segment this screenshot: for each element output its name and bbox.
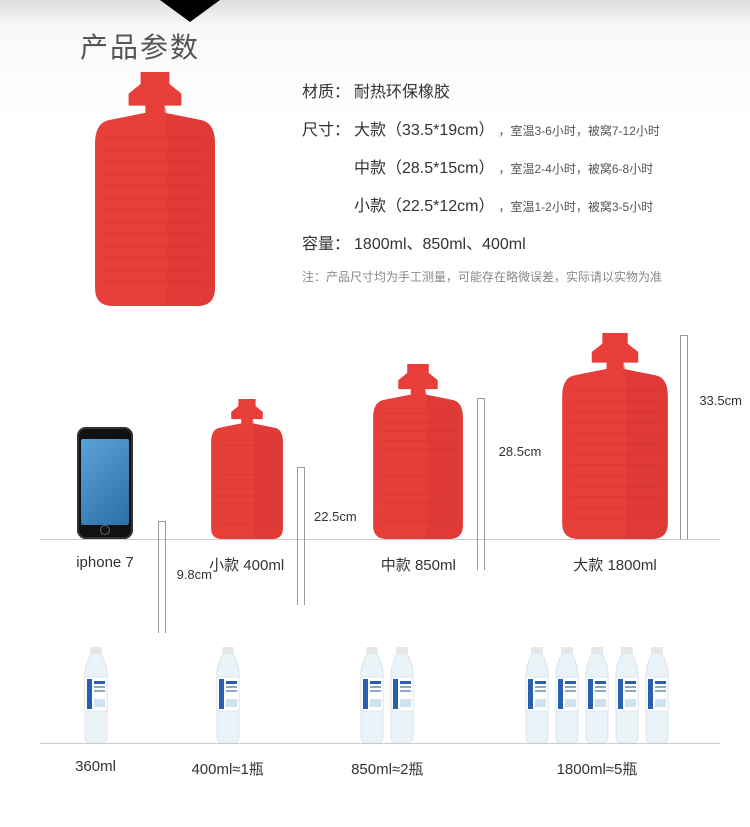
compare-medium: 28.5cm	[333, 364, 503, 539]
compare-label: 大款 1800ml	[520, 554, 710, 575]
bottle-label: 1800ml≈5瓶	[482, 758, 712, 779]
spec-label: 材质：	[302, 78, 350, 102]
title-triangle-icon	[160, 0, 220, 22]
spec-value: 中款（28.5*15cm）	[354, 154, 495, 178]
bottle-small-icon	[211, 399, 283, 539]
spec-material: 材质： 耐热环保橡胶	[302, 78, 732, 102]
hero-bottle-icon	[90, 72, 220, 306]
compare-small: 22.5cm	[177, 399, 317, 539]
bottle-label: 850ml≈2瓶	[312, 758, 462, 779]
water-bottle-icon	[81, 647, 111, 743]
water-bottle-icon	[552, 647, 582, 743]
bottle-label: 360ml	[48, 758, 143, 779]
capacity-comparison: 360ml 400ml≈1瓶 850ml≈2瓶 1800ml≈5瓶	[40, 624, 720, 779]
bottle-ref	[48, 647, 143, 743]
spec-extra: ，室温3-6小时，被窝7-12小时	[499, 122, 660, 139]
water-bottle-icon	[522, 647, 552, 743]
compare-large: 33.5cm	[520, 333, 710, 539]
specs-panel: 材质： 耐热环保橡胶 尺寸： 大款（33.5*19cm） ，室温3-6小时，被窝…	[302, 78, 732, 285]
dimension-line	[158, 521, 166, 633]
water-bottle-icon	[612, 647, 642, 743]
size-comparison: 9.8cm 22.5cm 28.5cm 33.5cm iphone 7 小款 4…	[40, 330, 720, 575]
dimension-line	[477, 398, 485, 570]
spec-label: 尺寸：	[302, 116, 350, 140]
compare-label: iphone 7	[50, 554, 160, 575]
water-bottle-icon	[357, 647, 387, 743]
spec-size-medium: 中款（28.5*15cm） ，室温2-4小时，被窝6-8小时	[302, 154, 732, 178]
spec-size-large: 尺寸： 大款（33.5*19cm） ，室温3-6小时，被窝7-12小时	[302, 116, 732, 140]
bottle-large-icon	[561, 333, 669, 539]
compare-phone: 9.8cm	[50, 427, 160, 539]
bottle-label: 400ml≈1瓶	[163, 758, 293, 779]
spec-value: 大款（33.5*19cm）	[354, 116, 495, 140]
spec-extra: ，室温1-2小时，被窝3-5小时	[499, 198, 654, 215]
spec-value: 1800ml、850ml、400ml	[354, 230, 526, 254]
dimension-line	[297, 467, 305, 605]
water-bottle-icon	[387, 647, 417, 743]
page-title: 产品参数	[80, 26, 200, 66]
bottle-large	[482, 647, 712, 743]
phone-icon	[77, 427, 133, 539]
height-label: 9.8cm	[177, 567, 212, 582]
spec-size-small: 小款（22.5*12cm） ，室温1-2小时，被窝3-5小时	[302, 192, 732, 216]
water-bottle-icon	[582, 647, 612, 743]
spec-extra: ，室温2-4小时，被窝6-8小时	[499, 160, 654, 177]
water-bottle-icon	[213, 647, 243, 743]
bottle-small	[163, 647, 293, 743]
spec-label: 容量：	[302, 230, 350, 254]
spec-note: 注：产品尺寸均为手工测量，可能存在略微误差，实际请以实物为准	[302, 268, 732, 285]
dimension-line	[680, 335, 688, 539]
spec-capacity: 容量： 1800ml、850ml、400ml	[302, 230, 732, 254]
height-label: 33.5cm	[699, 393, 742, 408]
bottle-medium	[312, 647, 462, 743]
water-bottle-icon	[642, 647, 672, 743]
bottle-medium-icon	[372, 364, 464, 539]
spec-value: 小款（22.5*12cm）	[354, 192, 495, 216]
spec-value: 耐热环保橡胶	[354, 78, 450, 102]
